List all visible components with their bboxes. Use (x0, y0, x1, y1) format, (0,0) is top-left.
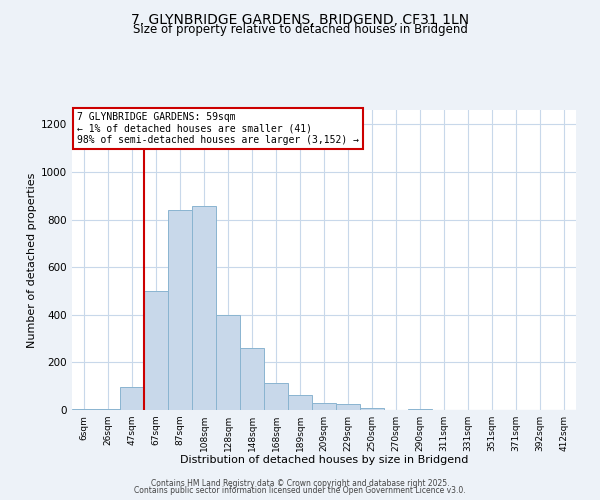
Bar (240, 348, 264, 410)
Bar (216, 315, 240, 410)
Bar (264, 382, 288, 410)
Bar (168, 210, 192, 410)
Bar (120, 388, 144, 410)
Text: Contains public sector information licensed under the Open Government Licence v3: Contains public sector information licen… (134, 486, 466, 495)
Bar (288, 394, 312, 410)
Y-axis label: Number of detached properties: Number of detached properties (27, 172, 37, 348)
Bar (408, 409, 432, 410)
Text: Contains HM Land Registry data © Crown copyright and database right 2025.: Contains HM Land Registry data © Crown c… (151, 478, 449, 488)
Bar (96, 409, 120, 410)
Bar (360, 408, 384, 410)
X-axis label: Distribution of detached houses by size in Bridgend: Distribution of detached houses by size … (180, 456, 468, 466)
Text: 7, GLYNBRIDGE GARDENS, BRIDGEND, CF31 1LN: 7, GLYNBRIDGE GARDENS, BRIDGEND, CF31 1L… (131, 12, 469, 26)
Bar (144, 291, 168, 410)
Bar (336, 404, 360, 410)
Text: 7 GLYNBRIDGE GARDENS: 59sqm
← 1% of detached houses are smaller (41)
98% of semi: 7 GLYNBRIDGE GARDENS: 59sqm ← 1% of deta… (77, 112, 359, 144)
Text: Size of property relative to detached houses in Bridgend: Size of property relative to detached ho… (133, 22, 467, 36)
Bar (312, 403, 336, 410)
Bar (192, 206, 216, 410)
